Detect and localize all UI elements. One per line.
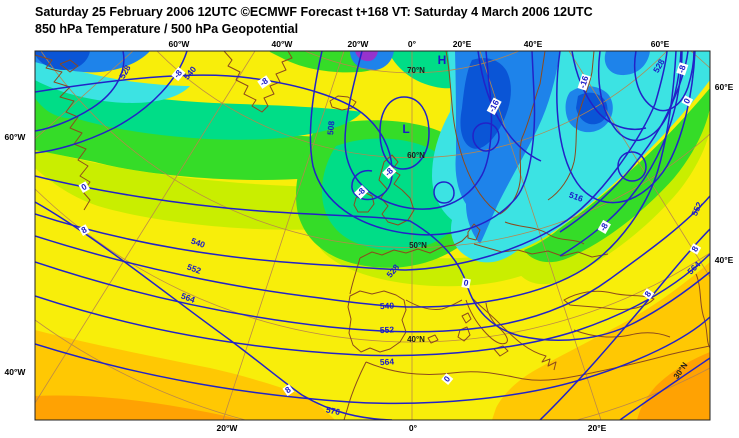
title-block: Saturday 25 February 2006 12UTC ©ECMWF F… bbox=[35, 4, 593, 38]
geopotential-contours bbox=[35, 51, 710, 420]
chart-title-line1: Saturday 25 February 2006 12UTC ©ECMWF F… bbox=[35, 5, 593, 19]
map-frame bbox=[34, 50, 711, 421]
chart-title-line2: 850 hPa Temperature / 500 hPa Geopotenti… bbox=[35, 22, 299, 36]
